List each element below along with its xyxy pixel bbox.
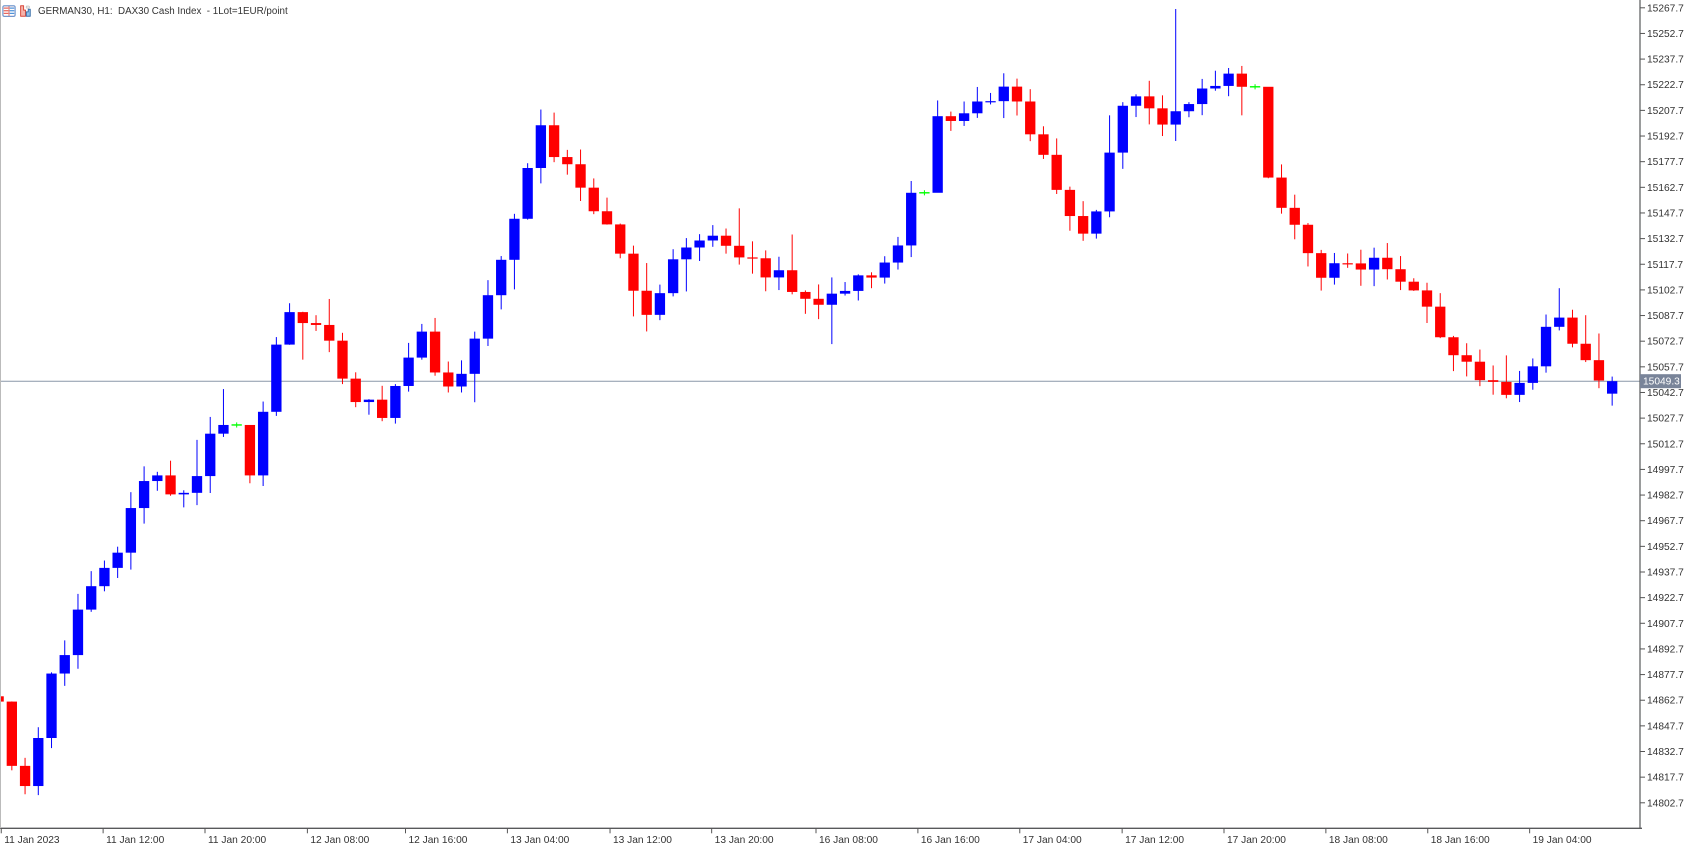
svg-text:14832.7: 14832.7 — [1647, 747, 1684, 758]
svg-text:12 Jan 08:00: 12 Jan 08:00 — [310, 835, 369, 846]
svg-text:17 Jan 20:00: 17 Jan 20:00 — [1227, 835, 1286, 846]
svg-text:11 Jan 20:00: 11 Jan 20:00 — [208, 835, 266, 846]
svg-text:14877.7: 14877.7 — [1647, 670, 1684, 681]
svg-text:11 Jan 2023: 11 Jan 2023 — [4, 835, 60, 846]
svg-text:13 Jan 04:00: 13 Jan 04:00 — [510, 835, 569, 846]
svg-text:15072.7: 15072.7 — [1647, 337, 1684, 348]
svg-text:14952.7: 14952.7 — [1647, 542, 1684, 553]
svg-text:16 Jan 16:00: 16 Jan 16:00 — [921, 835, 980, 846]
svg-text:15237.7: 15237.7 — [1647, 55, 1684, 66]
svg-text:15177.7: 15177.7 — [1647, 157, 1684, 168]
svg-text:14907.7: 14907.7 — [1647, 619, 1684, 630]
svg-text:11 Jan 12:00: 11 Jan 12:00 — [106, 835, 164, 846]
svg-text:15252.7: 15252.7 — [1647, 29, 1684, 40]
svg-text:16 Jan 08:00: 16 Jan 08:00 — [819, 835, 878, 846]
svg-text:14892.7: 14892.7 — [1647, 644, 1684, 655]
svg-text:15042.7: 15042.7 — [1647, 388, 1684, 399]
svg-text:15057.7: 15057.7 — [1647, 362, 1684, 373]
svg-text:15192.7: 15192.7 — [1647, 132, 1684, 143]
svg-text:15049.3: 15049.3 — [1643, 376, 1680, 387]
svg-text:12 Jan 16:00: 12 Jan 16:00 — [409, 835, 468, 846]
svg-text:19 Jan 04:00: 19 Jan 04:00 — [1533, 835, 1592, 846]
svg-text:15222.7: 15222.7 — [1647, 80, 1684, 91]
svg-text:15117.7: 15117.7 — [1647, 260, 1683, 271]
svg-text:15207.7: 15207.7 — [1647, 106, 1684, 117]
svg-text:15147.7: 15147.7 — [1647, 208, 1684, 219]
svg-text:15267.7: 15267.7 — [1647, 3, 1684, 14]
svg-text:14817.7: 14817.7 — [1647, 773, 1684, 784]
svg-text:15102.7: 15102.7 — [1647, 285, 1684, 296]
svg-text:17 Jan 12:00: 17 Jan 12:00 — [1125, 835, 1184, 846]
svg-text:18 Jan 16:00: 18 Jan 16:00 — [1431, 835, 1490, 846]
svg-text:15027.7: 15027.7 — [1647, 414, 1684, 425]
svg-text:18 Jan 08:00: 18 Jan 08:00 — [1329, 835, 1388, 846]
svg-text:14982.7: 14982.7 — [1647, 491, 1684, 502]
svg-text:15012.7: 15012.7 — [1647, 439, 1684, 450]
svg-text:14937.7: 14937.7 — [1647, 567, 1684, 578]
svg-text:14997.7: 14997.7 — [1647, 465, 1684, 476]
svg-text:14862.7: 14862.7 — [1647, 696, 1684, 707]
svg-text:14922.7: 14922.7 — [1647, 593, 1684, 604]
svg-text:15087.7: 15087.7 — [1647, 311, 1684, 322]
svg-text:13 Jan 20:00: 13 Jan 20:00 — [715, 835, 774, 846]
svg-text:17 Jan 04:00: 17 Jan 04:00 — [1023, 835, 1082, 846]
svg-text:15162.7: 15162.7 — [1647, 183, 1684, 194]
svg-text:14847.7: 14847.7 — [1647, 721, 1684, 732]
svg-text:14967.7: 14967.7 — [1647, 516, 1684, 527]
svg-text:14802.7: 14802.7 — [1647, 798, 1684, 809]
svg-text:13 Jan 12:00: 13 Jan 12:00 — [613, 835, 672, 846]
svg-text:15132.7: 15132.7 — [1647, 234, 1684, 245]
